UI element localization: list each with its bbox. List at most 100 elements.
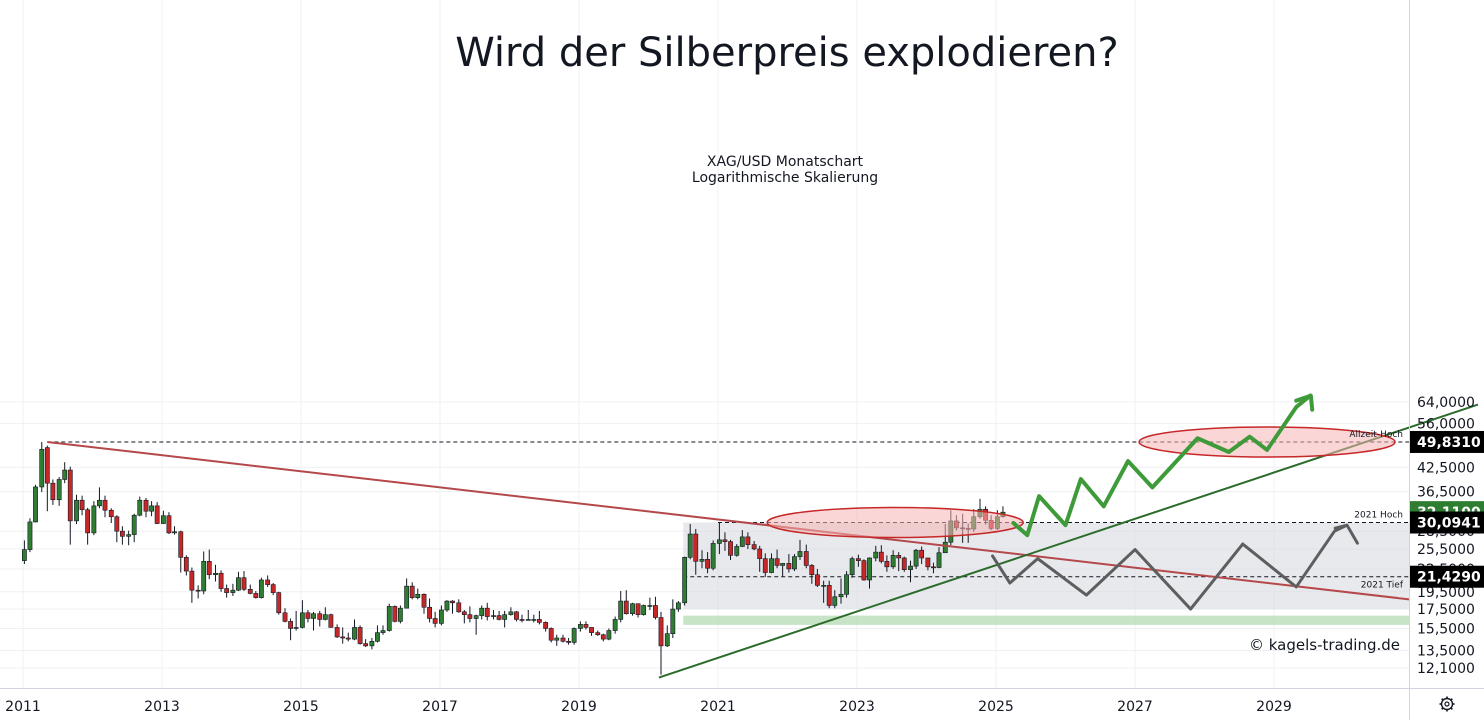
candle-body xyxy=(154,505,160,524)
candle-body xyxy=(653,605,658,618)
candle-body xyxy=(838,593,844,598)
y-tick-label: 64,0000 xyxy=(1417,395,1475,411)
candle-body xyxy=(583,624,589,628)
candle-body xyxy=(670,608,676,634)
candle-body xyxy=(311,613,316,619)
candle-body xyxy=(224,588,230,593)
candle-body xyxy=(27,521,33,550)
candle-body xyxy=(884,561,890,568)
candle-body xyxy=(913,549,919,567)
candle-body xyxy=(74,499,79,522)
gear-icon[interactable] xyxy=(1439,696,1455,712)
x-tick-label: 2013 xyxy=(144,699,180,715)
candle-body xyxy=(647,605,653,607)
candle-body xyxy=(33,486,38,523)
candle-body xyxy=(357,627,363,644)
x-tick-label: 2017 xyxy=(422,699,458,715)
candle-body xyxy=(514,611,519,620)
candle-body xyxy=(160,515,166,524)
candle-body xyxy=(461,611,467,615)
candle-body xyxy=(131,514,137,535)
candle-body xyxy=(873,551,879,559)
candle-body xyxy=(508,611,514,615)
candle-body xyxy=(658,617,664,647)
candle-body xyxy=(345,637,351,640)
candle-body xyxy=(44,447,50,484)
candle-body xyxy=(149,505,154,512)
candle-body xyxy=(716,539,722,544)
candle-body xyxy=(821,585,827,587)
candle-body xyxy=(623,600,629,615)
candle-body xyxy=(467,614,473,619)
candle-body xyxy=(687,533,693,558)
candle-body xyxy=(600,634,606,640)
candle-body xyxy=(363,643,369,647)
candle-body xyxy=(270,584,276,593)
candle-body xyxy=(178,531,184,558)
candle-body xyxy=(739,536,745,547)
candle-body xyxy=(786,563,792,570)
candle-body xyxy=(172,531,177,534)
y-tick-label: 42,5000 xyxy=(1417,460,1475,476)
candle-body xyxy=(901,557,907,570)
candle-body xyxy=(693,533,699,562)
candle-body xyxy=(849,558,855,576)
candle-body xyxy=(797,551,803,557)
level-annotation: 2021 Tief xyxy=(1361,581,1404,591)
x-tick-label: 2023 xyxy=(839,699,875,715)
candle-body xyxy=(641,605,647,615)
candle-body xyxy=(79,499,85,511)
candle-body xyxy=(218,572,224,589)
candle-body xyxy=(97,499,102,507)
candle-body xyxy=(908,565,913,570)
candle-body xyxy=(566,641,571,643)
candle-body xyxy=(241,577,247,590)
candle-body xyxy=(543,622,549,629)
candle-body xyxy=(305,612,311,619)
candle-body xyxy=(432,618,438,624)
candle-body xyxy=(456,602,462,613)
candle-body xyxy=(421,593,427,608)
candle-body xyxy=(745,536,751,545)
candle-body xyxy=(265,579,271,585)
watermark: © kagels-trading.de xyxy=(1249,636,1400,654)
candle-body xyxy=(762,558,768,573)
chart-subtitle-line-1: XAG/USD Monatschart xyxy=(707,154,864,170)
x-tick-label: 2011 xyxy=(5,699,41,715)
candle-body xyxy=(936,552,942,568)
candle-body xyxy=(282,612,288,622)
sideways-projection-path xyxy=(991,523,1349,611)
candle-body xyxy=(757,548,763,559)
candle-body xyxy=(589,627,594,633)
candle-body xyxy=(931,566,936,569)
candle-body xyxy=(206,561,212,576)
candle-body xyxy=(21,549,27,561)
candle-body xyxy=(577,624,583,629)
downtrend-line xyxy=(47,440,1410,601)
candle-body xyxy=(612,619,618,631)
candle-body xyxy=(536,619,542,623)
candle-body xyxy=(317,613,323,620)
x-tick-label: 2015 xyxy=(283,699,319,715)
candle-body xyxy=(409,585,415,598)
candle-body xyxy=(166,515,172,534)
candle-body xyxy=(705,559,710,569)
candle-body xyxy=(62,469,68,480)
candle-body xyxy=(67,469,73,522)
candle-body xyxy=(774,558,780,566)
candle-body xyxy=(404,585,410,609)
x-tick-label: 2021 xyxy=(700,699,736,715)
price-tag-label: 30,0941 xyxy=(1417,516,1481,532)
candle-body xyxy=(531,619,537,621)
candle-body xyxy=(114,516,120,532)
candle-body xyxy=(502,614,508,620)
candle-body xyxy=(253,593,259,598)
candle-body xyxy=(380,630,386,633)
y-tick-label: 17,5000 xyxy=(1417,602,1475,618)
chart-subtitle-line-2: Logarithmische Skalierung xyxy=(692,170,878,186)
candle-body xyxy=(85,509,91,534)
candle-body xyxy=(867,557,872,581)
x-tick-label: 2025 xyxy=(978,699,1014,715)
level-annotation: 2021 Hoch xyxy=(1354,511,1403,521)
bullish-projection-path xyxy=(1011,393,1313,538)
